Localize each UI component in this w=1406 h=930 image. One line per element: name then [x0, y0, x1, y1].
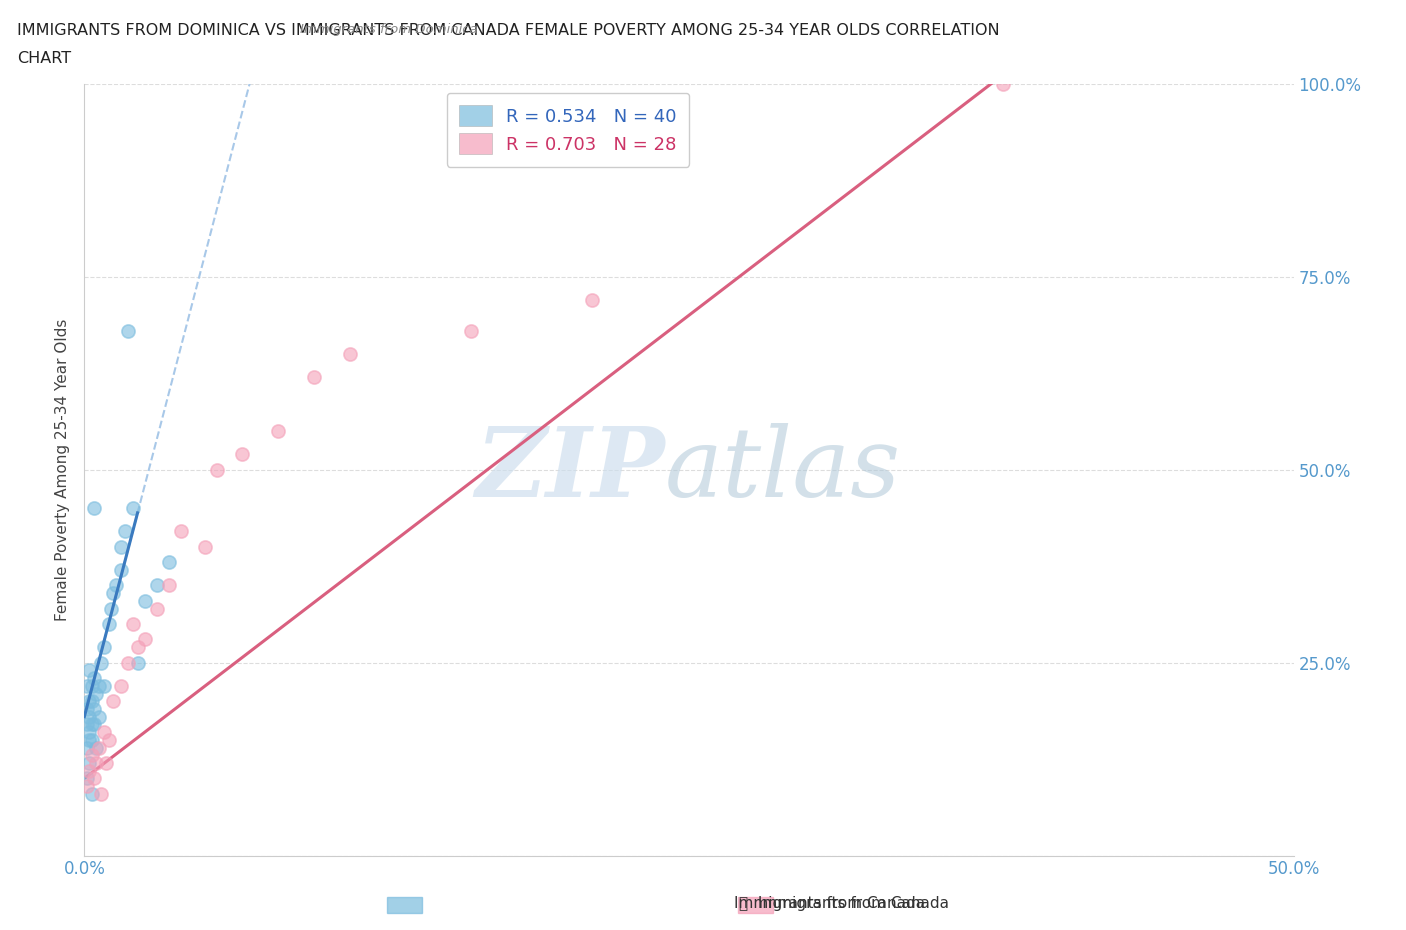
Point — [86, 755, 108, 770]
Point — [77, 755, 100, 770]
Point — [80, 748, 103, 763]
Point — [80, 733, 103, 748]
Point — [170, 524, 193, 538]
Point — [146, 578, 169, 593]
Point — [110, 563, 132, 578]
Text: IMMIGRANTS FROM DOMINICA VS IMMIGRANTS FROM CANADA FEMALE POVERTY AMONG 25-34 YE: IMMIGRANTS FROM DOMINICA VS IMMIGRANTS F… — [17, 23, 1000, 38]
Point — [80, 717, 103, 732]
Point — [207, 462, 229, 477]
Point — [83, 671, 105, 685]
Point — [157, 555, 180, 570]
Point — [104, 578, 127, 593]
Point — [100, 601, 122, 616]
Legend: R = 0.534   N = 40, R = 0.703   N = 28: R = 0.534 N = 40, R = 0.703 N = 28 — [447, 93, 689, 167]
Point — [302, 369, 325, 384]
Point — [127, 640, 149, 655]
Point — [110, 539, 132, 554]
Point — [993, 76, 1015, 91]
Point — [121, 617, 143, 631]
Point — [93, 640, 115, 655]
Point — [90, 787, 112, 802]
Text: Immigrants from Canada: Immigrants from Canada — [734, 897, 925, 911]
Point — [80, 787, 103, 802]
Point — [157, 578, 180, 593]
Point — [77, 733, 100, 748]
Point — [87, 678, 110, 693]
Point — [83, 701, 105, 716]
Text: ⬜  Immigrants from Canada: ⬜ Immigrants from Canada — [738, 897, 949, 911]
Point — [80, 694, 103, 709]
Point — [117, 324, 139, 339]
Point — [134, 593, 156, 608]
Point — [117, 656, 139, 671]
Point — [77, 710, 100, 724]
Point — [114, 524, 136, 538]
Point — [103, 586, 125, 601]
Point — [94, 755, 117, 770]
Point — [93, 724, 115, 739]
Point — [76, 778, 98, 793]
Point — [86, 740, 108, 755]
Text: Immigrants from Dominica: Immigrants from Dominica — [301, 23, 478, 36]
Point — [83, 717, 105, 732]
Point — [267, 424, 290, 439]
Point — [231, 446, 253, 461]
Point — [110, 678, 132, 693]
Point — [77, 724, 100, 739]
Point — [134, 632, 156, 647]
Point — [581, 292, 603, 307]
Point — [460, 324, 482, 339]
Point — [77, 663, 100, 678]
Point — [339, 347, 361, 362]
Point — [83, 771, 105, 786]
Point — [76, 740, 98, 755]
Point — [76, 717, 98, 732]
Text: ZIP: ZIP — [475, 422, 665, 517]
Point — [80, 678, 103, 693]
Text: CHART: CHART — [17, 51, 70, 66]
Point — [77, 764, 100, 778]
Point — [77, 694, 100, 709]
Point — [146, 601, 169, 616]
Point — [103, 694, 125, 709]
Point — [90, 656, 112, 671]
Text: atlas: atlas — [665, 422, 901, 517]
Point — [87, 740, 110, 755]
Point — [97, 733, 120, 748]
Point — [87, 710, 110, 724]
Y-axis label: Female Poverty Among 25-34 Year Olds: Female Poverty Among 25-34 Year Olds — [55, 318, 70, 621]
Point — [76, 771, 98, 786]
Point — [121, 500, 143, 515]
Point — [76, 678, 98, 693]
Point — [86, 686, 108, 701]
Point — [194, 539, 217, 554]
Point — [93, 678, 115, 693]
Point — [127, 656, 149, 671]
Point — [97, 617, 120, 631]
Point — [83, 500, 105, 515]
Point — [76, 701, 98, 716]
